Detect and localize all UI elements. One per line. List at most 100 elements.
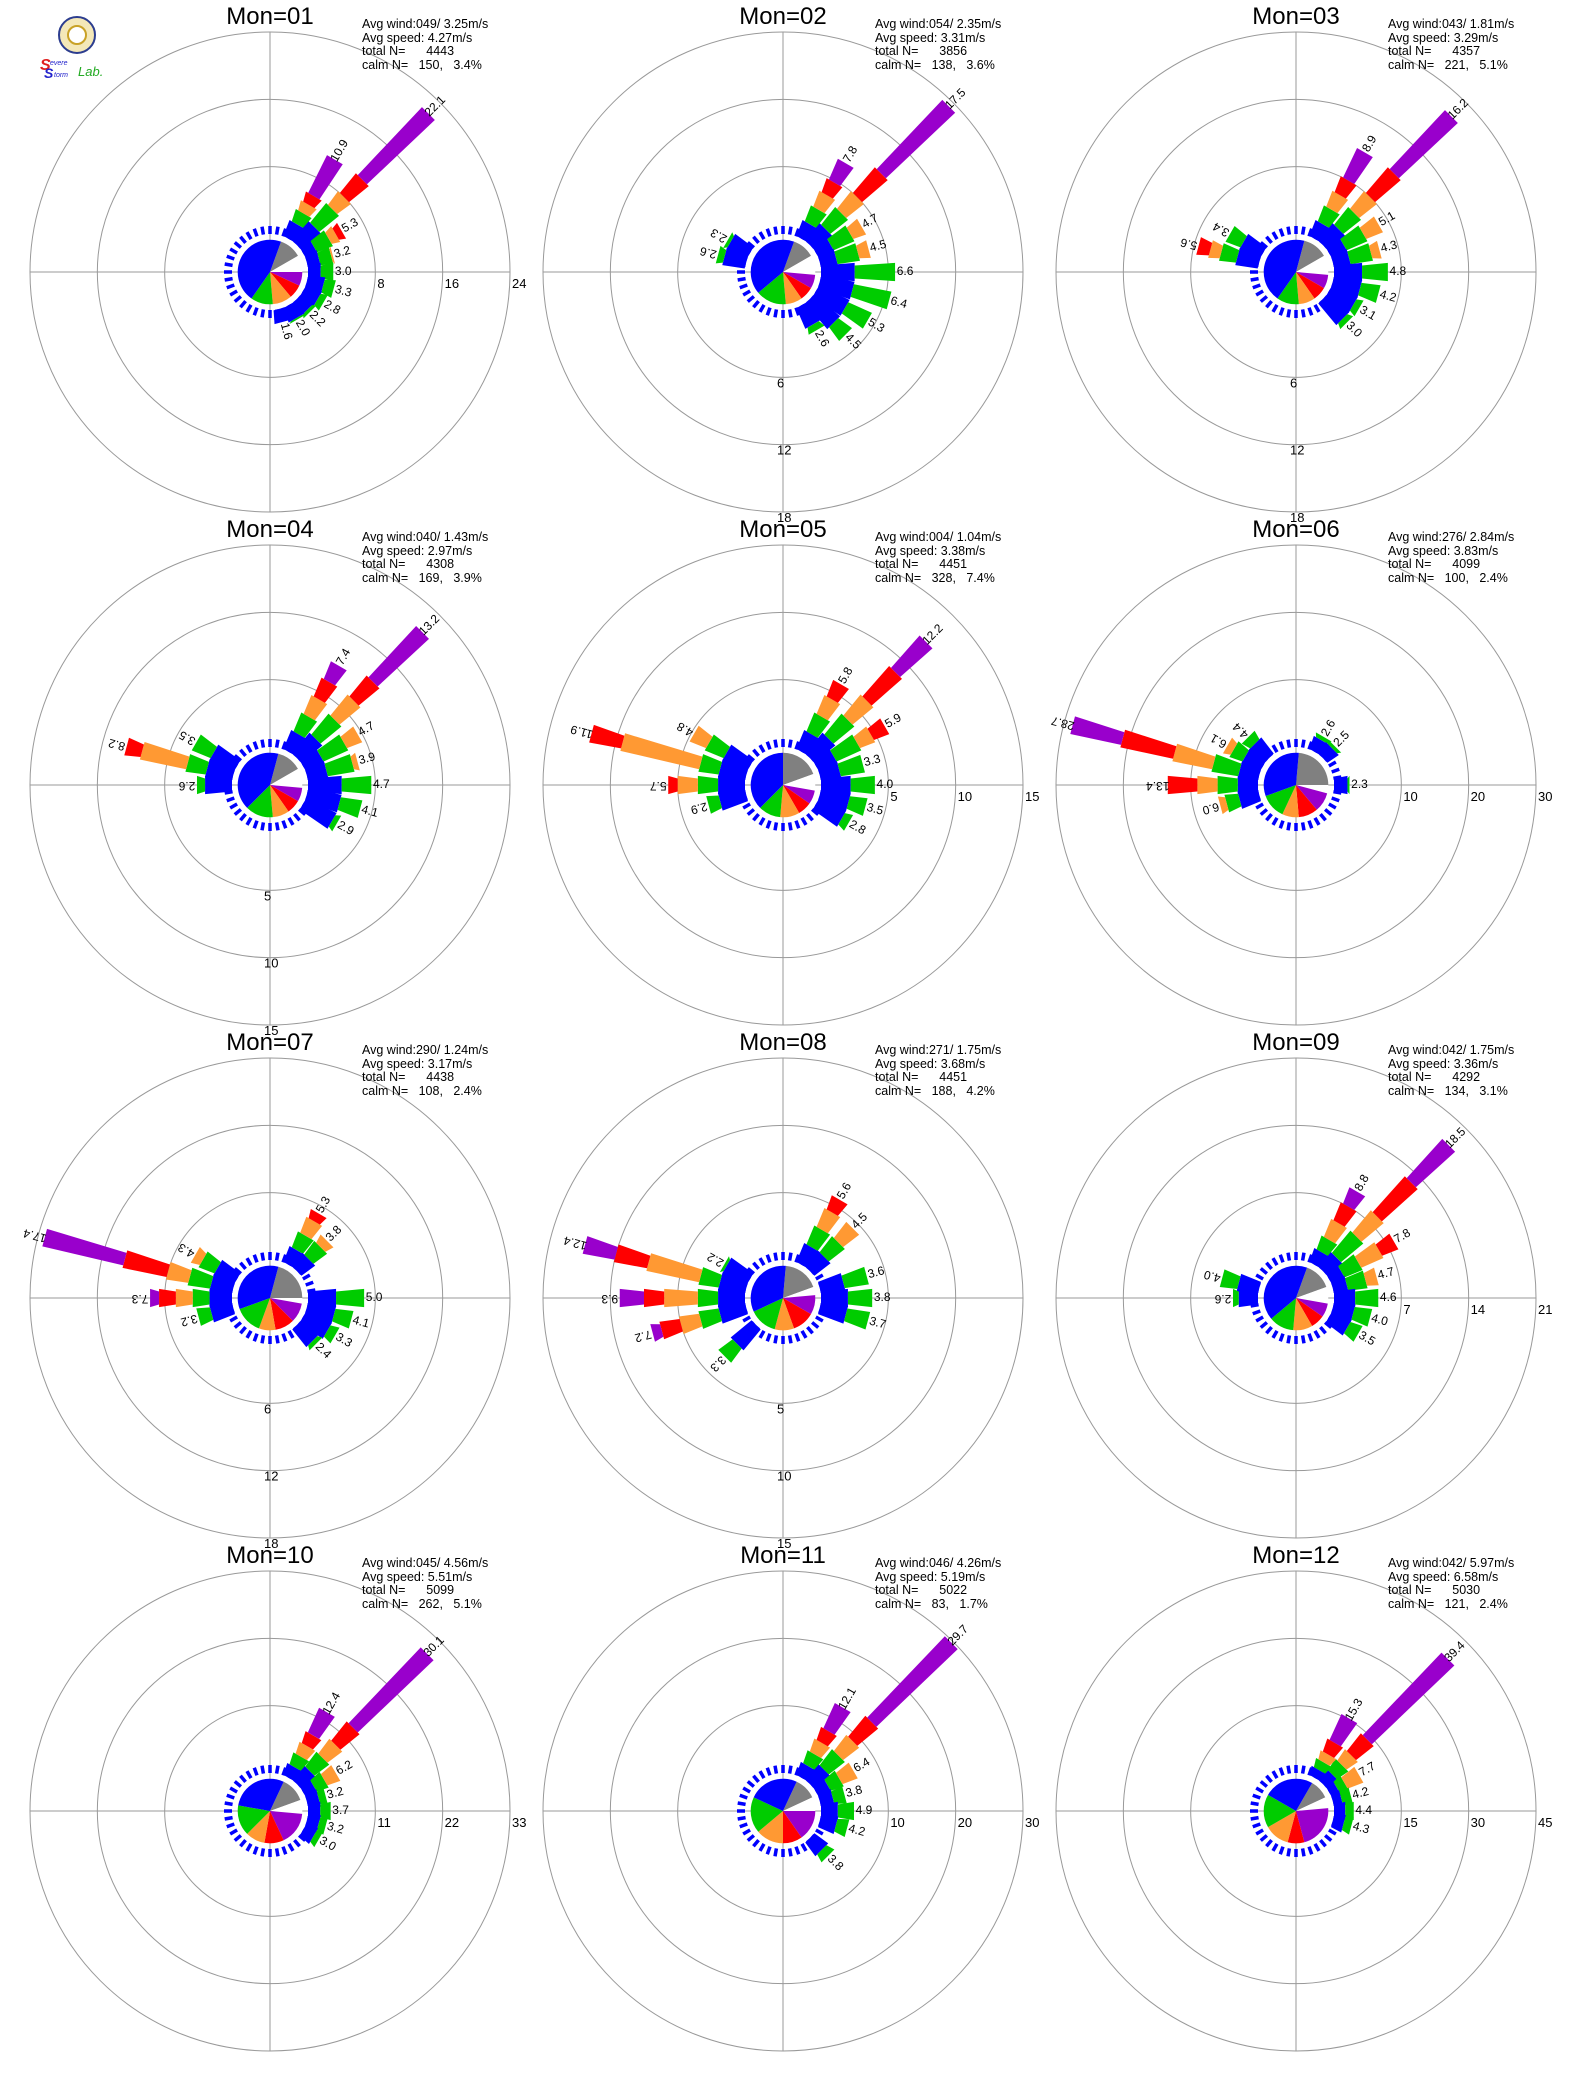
ring-circle (96, 1124, 444, 1472)
direction-stub (239, 1838, 247, 1848)
ring-circle (164, 166, 376, 378)
wind-rose-panel: 5 10 15 12.4 9.3 7.2 2.2 5.6 4.5 3.6 3.8 3.7 3.3 Mon=… (523, 1029, 1043, 1558)
petal-segment-blue (821, 262, 855, 282)
petal-270: 13.4 (1146, 775, 1258, 795)
direction-stub (742, 1828, 751, 1836)
petal-label: 3.6 (866, 1263, 886, 1281)
pie-slice-green (750, 1797, 783, 1832)
petal-segment-orange (813, 190, 836, 214)
speed-pie (1263, 1778, 1329, 1844)
petal-segment-red (1322, 1738, 1344, 1759)
petal-segment-blue (308, 775, 342, 795)
petal-segment-red (1196, 237, 1213, 256)
petal-segment-purple (308, 155, 343, 200)
petal-segment-green (706, 795, 722, 814)
ring-circle (542, 1570, 1024, 2052)
pie-slice-purple (1296, 785, 1328, 810)
petal-segment-green (328, 815, 342, 832)
stat-calm-n: calm N= 121, 2.4% (1388, 1596, 1508, 1611)
petal-segment-green (806, 712, 831, 738)
direction-stub (810, 1321, 820, 1329)
stat-total-n: total N= 5099 (362, 1583, 455, 1597)
petal-segment-red (826, 679, 849, 703)
direction-stub (794, 228, 801, 237)
direction-stub (742, 1315, 751, 1323)
ring-circle (1190, 1705, 1402, 1917)
wind-rose-panel: 6 12 18 17.4 7.3 4.3 3.2 5.3 3.8 5.0 4.1 3.3 2.4 Mon=… (10, 1029, 530, 1558)
stats-block: Avg wind:040/ 1.43m/s Avg speed: 2.97m/s t… (362, 530, 488, 585)
petal-segment-orange (350, 752, 360, 771)
petal-segment-purple (323, 661, 347, 686)
petal-segment-red (349, 675, 380, 706)
petal-segment-red (301, 1731, 322, 1750)
direction-stub (794, 1333, 801, 1342)
petal-segment-green (310, 202, 340, 232)
direction-stub (281, 228, 288, 237)
stat-avg-wind: Avg wind:276/ 2.84m/s (1388, 530, 1515, 544)
petal-label: 5.0 (366, 1290, 383, 1304)
petal-segment-green (854, 262, 896, 282)
ring-label: 18 (1290, 510, 1304, 525)
direction-stub (239, 235, 247, 245)
petal-segment-green (1327, 739, 1342, 754)
petal-segment-blue (1331, 275, 1363, 298)
petal-90: 4.6 (1334, 1288, 1397, 1308)
petal-segment-blue (209, 744, 241, 772)
petal-segment-orange (340, 726, 363, 749)
petal-segment-red (668, 775, 678, 795)
direction-stub (787, 822, 793, 831)
petal-segment-blue (805, 732, 836, 763)
pie-slice-blue (750, 752, 783, 808)
direction-stub (245, 1770, 253, 1779)
petal-segment-green (847, 1288, 873, 1308)
svg-text:evere: evere (50, 60, 68, 67)
direction-stub (1278, 820, 1285, 829)
ring-label: 6 (264, 1401, 271, 1416)
stat-avg-speed: Avg speed: 3.38m/s (875, 543, 986, 558)
petal-segment-orange (303, 695, 328, 721)
petal-segment-orange (139, 741, 190, 770)
petal-segment-red (613, 1244, 651, 1269)
ring-circle (609, 1637, 957, 1985)
ring-circle (29, 544, 511, 1026)
petal-segment-green (293, 712, 318, 738)
ring-circle (96, 1637, 444, 1985)
petal-segment-purple (368, 626, 430, 687)
petal-segment-purple (828, 158, 854, 186)
petal-segment-orange (1350, 191, 1377, 218)
petal-segment-purple (307, 1707, 335, 1739)
pie-slice-orange (758, 1811, 783, 1844)
direction-stub (773, 309, 779, 318)
petal-segment-green (850, 775, 875, 795)
direction-stub (245, 1257, 253, 1266)
direction-stub (758, 817, 766, 826)
petal-segment-orange (330, 694, 361, 725)
petal-90: 4.7 (308, 775, 390, 795)
direction-stub (1278, 741, 1285, 750)
petal-300: 4.3 (175, 1240, 241, 1285)
ring-label: 12 (264, 1469, 278, 1484)
direction-stub (1307, 1846, 1314, 1855)
petal-segment-blue (283, 219, 306, 243)
petal-label: 3.2 (325, 1784, 345, 1802)
petal-segment-green (291, 1231, 314, 1254)
direction-stub (1333, 775, 1342, 781)
petal-segment-green (819, 1236, 845, 1262)
direction-stub (1250, 1815, 1259, 1821)
petal-segment-orange (809, 1738, 831, 1759)
petal-segment-blue (1331, 1275, 1349, 1295)
stat-avg-speed: Avg speed: 3.68m/s (875, 1056, 986, 1071)
ring-label: 15 (1025, 789, 1039, 804)
wind-rose-panel: 5 10 15 13.2 7.4 4.7 3.9 4.7 4.1 2.9 8.2 3.5 2.6 Mon=… (10, 516, 530, 1045)
direction-stub (800, 1330, 808, 1339)
petal-label: 6.4 (889, 293, 909, 311)
pie-slice-white (783, 773, 816, 791)
direction-stub (252, 1846, 259, 1855)
petal-75: 3.2 (305, 243, 352, 269)
petal-segment-blue (805, 222, 833, 250)
petal-segment-green (817, 1845, 835, 1863)
petal-segment-orange (816, 695, 841, 721)
petal-segment-orange (316, 1234, 334, 1252)
stat-avg-wind: Avg wind:271/ 1.75m/s (875, 1043, 1002, 1057)
